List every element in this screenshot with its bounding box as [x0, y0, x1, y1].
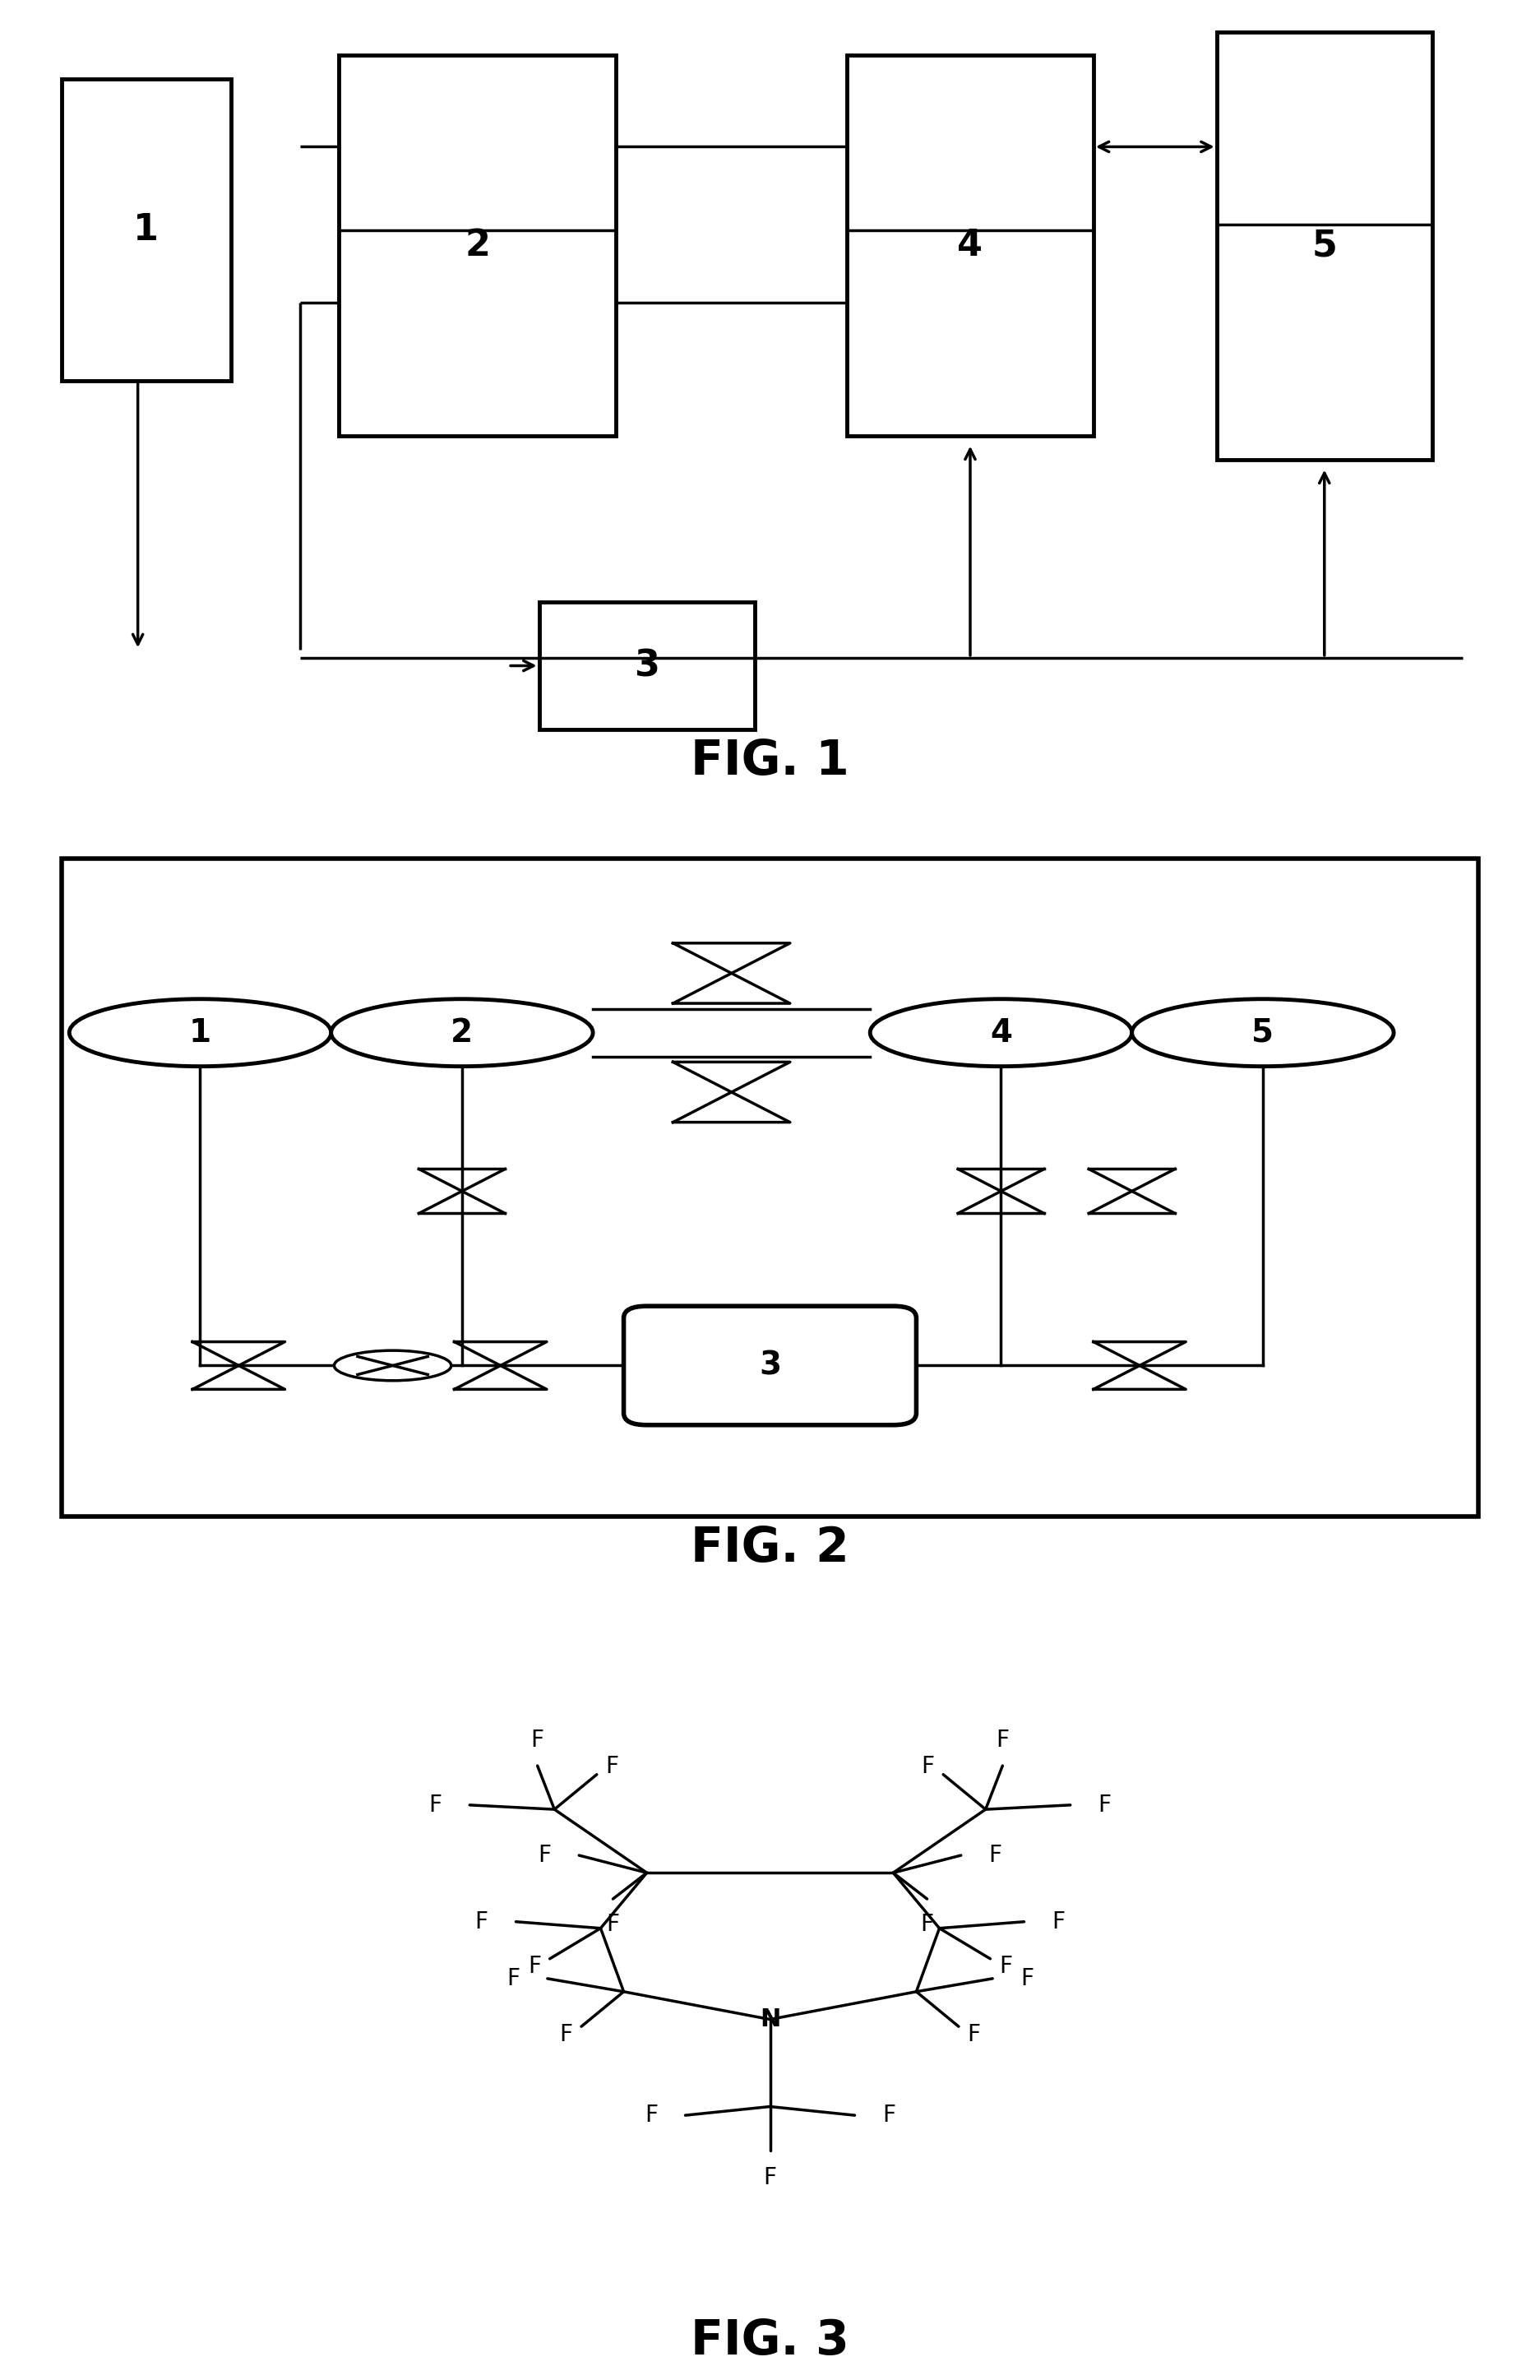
Ellipse shape [334, 1349, 451, 1380]
Text: F: F [537, 1844, 551, 1866]
Text: 1: 1 [189, 1016, 211, 1047]
Text: N: N [759, 2006, 781, 2030]
Text: F: F [1098, 1795, 1112, 1816]
Text: 5: 5 [1252, 1016, 1274, 1047]
Text: F: F [999, 1956, 1012, 1978]
Text: F: F [559, 2023, 573, 2047]
Text: F: F [1019, 1966, 1033, 1990]
Text: F: F [644, 2104, 658, 2128]
Text: 3: 3 [759, 1349, 781, 1380]
Text: FIG. 2: FIG. 2 [691, 1526, 849, 1571]
FancyBboxPatch shape [624, 1307, 916, 1426]
Text: F: F [1052, 1911, 1066, 1933]
Text: 1: 1 [134, 212, 159, 248]
FancyBboxPatch shape [62, 79, 231, 381]
Text: F: F [764, 2166, 776, 2190]
Text: F: F [967, 2023, 981, 2047]
Ellipse shape [870, 1000, 1132, 1066]
Text: F: F [531, 1728, 544, 1752]
FancyBboxPatch shape [539, 602, 755, 728]
Ellipse shape [1132, 1000, 1394, 1066]
Text: FIG. 1: FIG. 1 [691, 738, 849, 785]
Text: 2: 2 [451, 1016, 473, 1047]
Text: F: F [605, 1754, 619, 1778]
FancyBboxPatch shape [339, 55, 616, 436]
Text: F: F [474, 1911, 488, 1933]
Text: 4: 4 [958, 228, 983, 264]
FancyBboxPatch shape [62, 859, 1478, 1516]
Text: 3: 3 [634, 647, 659, 683]
Text: F: F [428, 1795, 442, 1816]
Text: F: F [607, 1914, 619, 1937]
Text: F: F [882, 2104, 896, 2128]
Ellipse shape [331, 1000, 593, 1066]
Text: F: F [996, 1728, 1009, 1752]
Text: 4: 4 [990, 1016, 1012, 1047]
Text: FIG. 3: FIG. 3 [691, 2318, 849, 2363]
Text: 5: 5 [1312, 228, 1337, 264]
Text: F: F [921, 1754, 935, 1778]
FancyBboxPatch shape [847, 55, 1093, 436]
FancyBboxPatch shape [1217, 31, 1432, 459]
Text: F: F [528, 1956, 541, 1978]
Text: 2: 2 [465, 228, 490, 264]
Text: F: F [989, 1844, 1003, 1866]
Ellipse shape [69, 1000, 331, 1066]
Text: F: F [921, 1914, 933, 1937]
Text: F: F [507, 1966, 521, 1990]
